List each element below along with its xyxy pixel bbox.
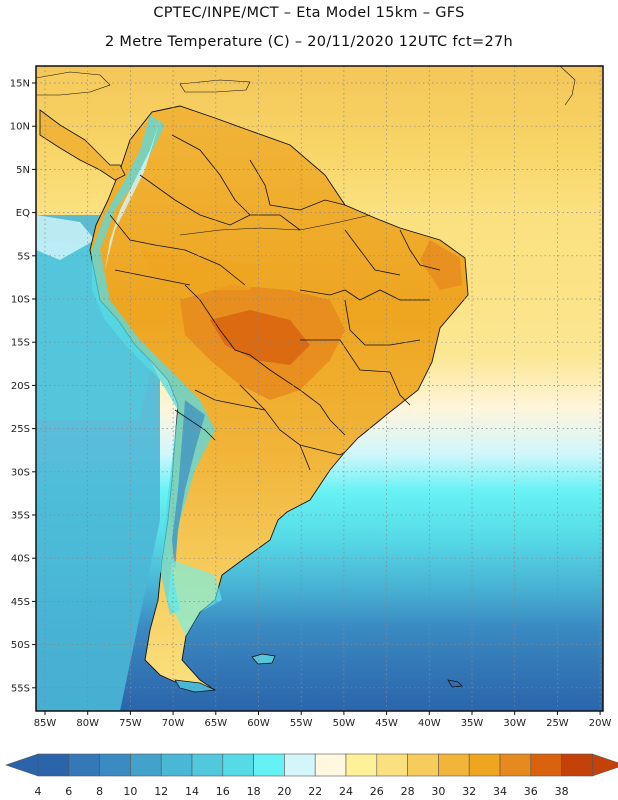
colorbar-label: 4 <box>35 785 42 798</box>
lon-label: 20W <box>589 718 612 729</box>
colorbar-label: 18 <box>247 785 261 798</box>
lat-label: EQ <box>16 208 30 219</box>
latitude-labels: 15N 10N 5N EQ 5S 10S 15S 20S 25S 30S 35S 40S 45S 50S 5… <box>10 79 36 694</box>
colorbar-swatch <box>499 753 532 777</box>
lat-label: 15N <box>10 79 30 90</box>
colorbar-label: 26 <box>370 785 384 798</box>
lat-label: 55S <box>11 683 30 694</box>
lat-label: 10S <box>11 295 30 306</box>
map-frame <box>35 65 604 712</box>
title-line-2: 2 Metre Temperature (C) – 20/11/2020 12U… <box>104 34 514 50</box>
colorbar-label: 38 <box>555 785 569 798</box>
lon-label: 70W <box>162 718 185 729</box>
lat-label: 15S <box>11 338 30 349</box>
colorbar-swatch <box>37 753 70 777</box>
lat-label: 5N <box>16 165 30 176</box>
lon-label: 75W <box>119 718 142 729</box>
colorbar-label: 8 <box>96 785 103 798</box>
lat-label: 25S <box>11 424 30 435</box>
colorbar-swatch <box>284 753 316 777</box>
colorbar-label: 28 <box>401 785 415 798</box>
colorbar-swatch <box>407 753 439 777</box>
lat-label: 20S <box>11 381 30 392</box>
colorbar-swatch <box>253 753 285 777</box>
longitude-labels: 85W 80W 75W 70W 65W 60W 55W 50W 45W 40W 35W 30W 25W 2… <box>34 711 612 729</box>
colorbar-swatch <box>468 753 501 777</box>
lat-label: 40S <box>11 554 30 565</box>
colorbar-label: 14 <box>185 785 199 798</box>
colorbar-swatch <box>345 753 378 777</box>
colorbar-swatch <box>99 753 131 777</box>
colorbar-swatch <box>438 753 470 777</box>
country-borders <box>109 134 441 471</box>
colorbar-swatch <box>222 753 254 777</box>
lat-label: 50S <box>11 640 30 651</box>
colorbar-low-arrow <box>5 753 39 777</box>
colorbar-swatch <box>130 753 162 777</box>
lon-label: 80W <box>76 718 99 729</box>
amazon-river <box>179 214 371 236</box>
colorbar-swatch <box>561 753 593 777</box>
lon-label: 65W <box>204 718 227 729</box>
colorbar-swatch <box>314 753 347 777</box>
colorbar-swatch <box>68 753 100 777</box>
colorbar-label: 24 <box>339 785 353 798</box>
colorbar-swatch <box>530 753 562 777</box>
lat-lon-grid <box>36 66 603 711</box>
colorbar-label: 32 <box>462 785 476 798</box>
falkland-islands <box>251 653 276 665</box>
lon-label: 40W <box>418 718 441 729</box>
lon-label: 25W <box>546 718 569 729</box>
lon-label: 30W <box>503 718 526 729</box>
colorbar-label: 22 <box>308 785 322 798</box>
central-america-land <box>39 109 126 181</box>
colorbar-label: 36 <box>524 785 538 798</box>
colorbar-label: 30 <box>431 785 445 798</box>
colorbar-label: 20 <box>277 785 291 798</box>
lon-label: 45W <box>375 718 398 729</box>
colorbar-label: 10 <box>123 785 137 798</box>
lon-label: 85W <box>34 718 57 729</box>
colorbar-label: 34 <box>493 785 507 798</box>
colorbar-swatch <box>160 753 193 777</box>
lon-label: 60W <box>247 718 270 729</box>
colorbar-swatch <box>191 753 224 777</box>
lat-label: 45S <box>11 597 30 608</box>
title-line-1: CPTEC/INPE/MCT – Eta Model 15km – GFS <box>153 5 465 21</box>
lon-label: 50W <box>333 718 356 729</box>
colorbar-label: 16 <box>216 785 230 798</box>
lon-label: 55W <box>290 718 313 729</box>
lat-label: 10N <box>10 122 30 133</box>
temperature-map: 15N 10N 5N EQ 5S 10S 15S 20S 25S 30S 35S 40S 45S 50S 5… <box>10 65 612 729</box>
lon-label: 35W <box>461 718 484 729</box>
colorbar-swatch <box>376 753 408 777</box>
colorbar: 4 6 8 10 12 14 16 18 20 22 24 26 28 30 32 34 36 38 <box>5 753 618 798</box>
lat-label: 30S <box>11 467 30 478</box>
colorbar-label: 12 <box>154 785 168 798</box>
colorbar-high-arrow <box>592 753 618 777</box>
lat-label: 35S <box>11 511 30 522</box>
colorbar-label: 6 <box>65 785 72 798</box>
lat-label: 5S <box>17 251 30 262</box>
